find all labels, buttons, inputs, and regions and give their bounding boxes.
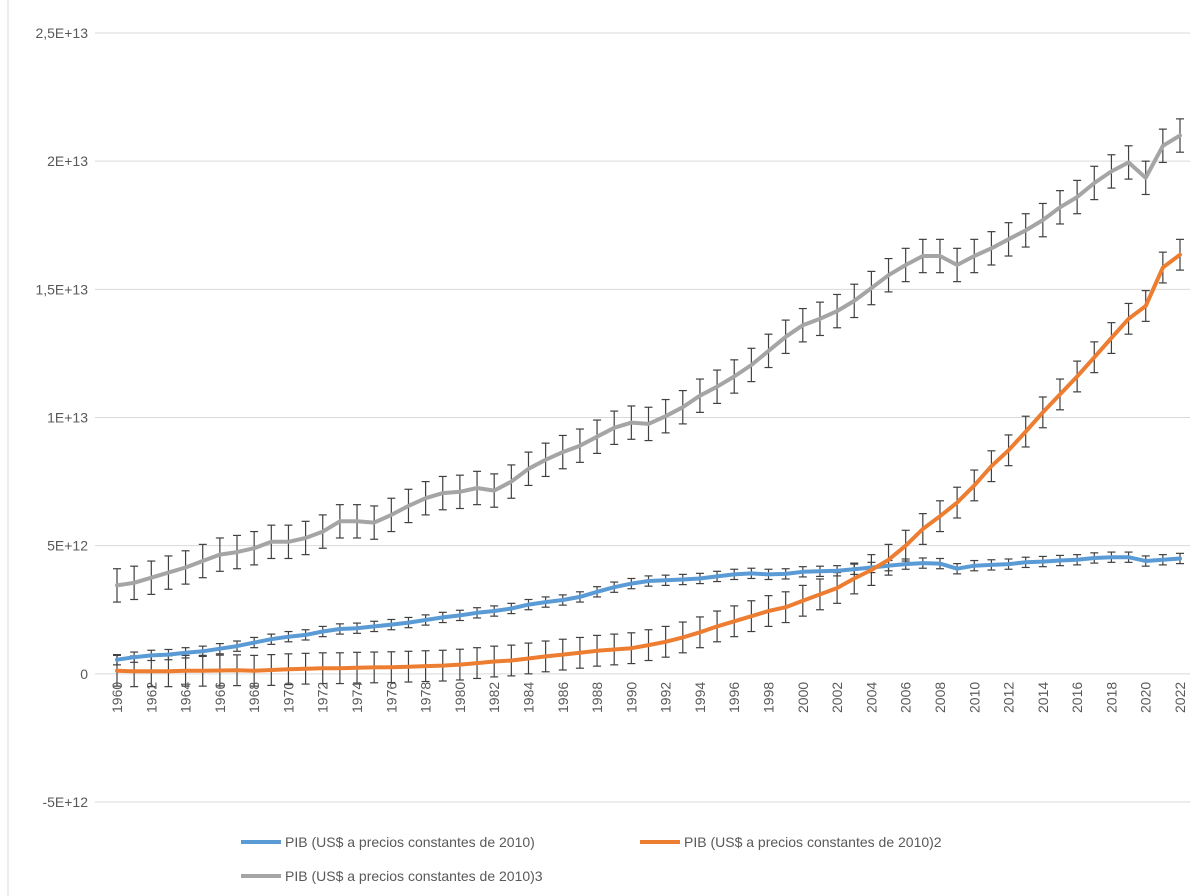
x-tick-label: 1984 [520, 682, 536, 713]
legend-label: PIB (US$ a precios constantes de 2010)2 [684, 834, 942, 850]
x-tick-label: 2018 [1103, 682, 1119, 713]
x-tick-label: 2006 [898, 682, 914, 713]
x-tick-label: 1970 [280, 682, 296, 713]
x-tick-label: 1968 [246, 682, 262, 713]
y-tick-label: 1,5E+13 [35, 281, 88, 297]
y-tick-label: -5E+12 [42, 794, 88, 810]
x-tick-label: 1992 [658, 682, 674, 713]
x-tick-label: 1996 [726, 682, 742, 713]
x-tick-label: 1982 [486, 682, 502, 713]
x-tick-label: 2022 [1172, 682, 1188, 713]
x-tick-label: 2004 [863, 682, 879, 713]
x-tick-label: 2000 [795, 682, 811, 713]
x-tick-label: 2002 [829, 682, 845, 713]
y-tick-label: 1E+13 [47, 410, 88, 426]
x-tick-label: 1990 [623, 682, 639, 713]
x-tick-label: 2016 [1069, 682, 1085, 713]
x-tick-label: 2020 [1138, 682, 1154, 713]
x-tick-label: 1986 [555, 682, 571, 713]
x-tick-label: 1978 [418, 682, 434, 713]
legend-item: PIB (US$ a precios constantes de 2010) [241, 834, 535, 850]
legend: PIB (US$ a precios constantes de 2010) PI… [241, 834, 942, 884]
series-line-2 [115, 252, 1182, 674]
x-tick-label: 1974 [349, 682, 365, 713]
x-tick-label: 1980 [452, 682, 468, 713]
legend-item: PIB (US$ a precios constantes de 2010)2 [640, 834, 942, 850]
x-tick-label: 1998 [761, 682, 777, 713]
legend-label: PIB (US$ a precios constantes de 2010) [285, 834, 535, 850]
x-tick-label: 1964 [178, 682, 194, 713]
x-tick-label: 1960 [109, 682, 125, 713]
y-tick-label: 2,5E+13 [35, 25, 88, 41]
x-tick-label: 1976 [383, 682, 399, 713]
x-tick-label: 1988 [589, 682, 605, 713]
x-tick-label: 2014 [1035, 682, 1051, 713]
series-line-1 [115, 555, 1182, 662]
x-tick-label: 1994 [692, 682, 708, 713]
x-tick-label: 2010 [966, 682, 982, 713]
error-bars [113, 118, 1184, 688]
legend-label: PIB (US$ a precios constantes de 2010)3 [285, 868, 543, 884]
x-tick-label: 2008 [932, 682, 948, 713]
x-tick-label: 1972 [315, 682, 331, 713]
x-tick-label: 2012 [1001, 682, 1017, 713]
legend-item: PIB (US$ a precios constantes de 2010)3 [241, 868, 543, 884]
series-lines [115, 133, 1182, 674]
y-tick-label: 0 [80, 666, 88, 682]
y-tick-label: 5E+12 [47, 538, 88, 554]
series-line-3 [115, 133, 1182, 588]
x-axis-ticks: 1960 1962 1964 1966 1968 1970 1972 1974 1976 1978… [109, 682, 1188, 713]
y-axis-ticks: 2,5E+13 2E+13 1,5E+13 1E+13 5E+12 0 -5E+12 [35, 25, 88, 810]
x-tick-label: 1962 [143, 682, 159, 713]
y-tick-label: 2E+13 [47, 153, 88, 169]
x-tick-label: 1966 [212, 682, 228, 713]
gridlines [95, 32, 1190, 803]
